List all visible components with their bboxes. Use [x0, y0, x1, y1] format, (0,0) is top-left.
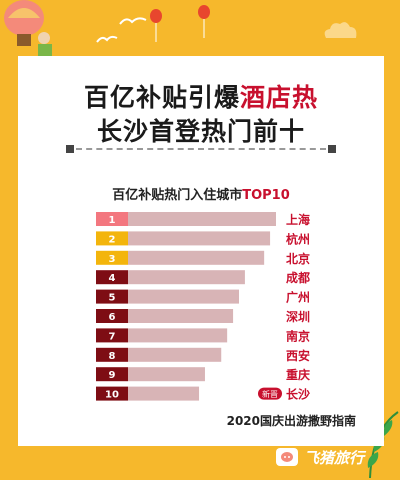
rank-number: 5: [109, 293, 116, 304]
bar: [128, 386, 200, 401]
new-badge: [258, 387, 282, 400]
headline-text: 百亿补贴引爆: [83, 83, 240, 112]
city-label: 南京: [286, 328, 310, 343]
divider-dot-right: [328, 145, 336, 153]
chart-title: 百亿补贴热门入住城市TOP10: [18, 184, 384, 203]
rank-number: 1: [109, 215, 116, 226]
city-label: 上海: [286, 212, 310, 227]
bar: [128, 212, 276, 226]
rank-box: [96, 367, 128, 382]
rank-box: [96, 347, 128, 362]
rank-box: [96, 212, 128, 226]
bar: [128, 367, 205, 382]
pig-logo-icon: [276, 448, 298, 466]
bird-icon: [96, 35, 118, 43]
brand-name: 飞猪旅行: [304, 448, 365, 467]
city-label: 北京: [286, 251, 310, 266]
bar: [128, 231, 271, 246]
chart-title-accent: TOP10: [242, 188, 290, 203]
content-card: 百亿补贴引爆酒店热 长沙首登热门前十 百亿补贴热门入住城市TOP10 1 上海 2 杭…: [18, 56, 384, 446]
city-label: 西安: [286, 348, 310, 363]
rank-box: [96, 328, 128, 343]
rank-box: [96, 289, 128, 304]
bird-icon: [119, 17, 147, 25]
rank-number: 9: [109, 370, 116, 381]
new-badge-text: 新晋: [262, 389, 278, 399]
balloon-icon: [150, 9, 162, 42]
city-label: 重庆: [286, 367, 310, 382]
rank-box: [96, 386, 128, 401]
bar: [128, 270, 245, 285]
title-divider: [66, 145, 336, 153]
city-label: 长沙: [286, 387, 310, 402]
bar: [128, 347, 222, 362]
rank-box: [96, 231, 128, 246]
city-label: 杭州: [286, 231, 310, 246]
rank-number: 7: [109, 331, 116, 342]
footer-note: 2020国庆出游撒野指南: [226, 414, 356, 428]
bar: [128, 309, 234, 323]
divider-dot-left: [66, 145, 74, 153]
balloon-icon: [198, 5, 210, 38]
headline-line-1: 百亿补贴引爆酒店热: [18, 78, 384, 114]
brand: 飞猪旅行: [276, 442, 364, 472]
rank-box: [96, 309, 128, 323]
headline-line-2: 长沙首登热门前十: [96, 117, 305, 146]
city-label: 成都: [286, 270, 310, 285]
rank-box: [96, 270, 128, 285]
balloon-illustration-icon: [4, 0, 52, 58]
headline-highlight: 酒店热: [240, 83, 319, 112]
rank-number: 3: [109, 254, 116, 265]
rank-number: 6: [109, 312, 116, 323]
chart-title-text: 百亿补贴热门入住城市: [112, 188, 243, 203]
rank-number: 4: [109, 273, 116, 284]
rank-box: [96, 250, 128, 265]
rank-number: 8: [109, 351, 116, 362]
cloud-icon: [324, 22, 357, 38]
bar: [128, 328, 228, 343]
bar: [128, 289, 239, 304]
rank-number: 2: [109, 234, 116, 245]
city-label: 广州: [286, 290, 310, 305]
rank-number: 10: [105, 390, 119, 401]
bar: [128, 250, 265, 265]
city-label: 深圳: [286, 309, 310, 324]
